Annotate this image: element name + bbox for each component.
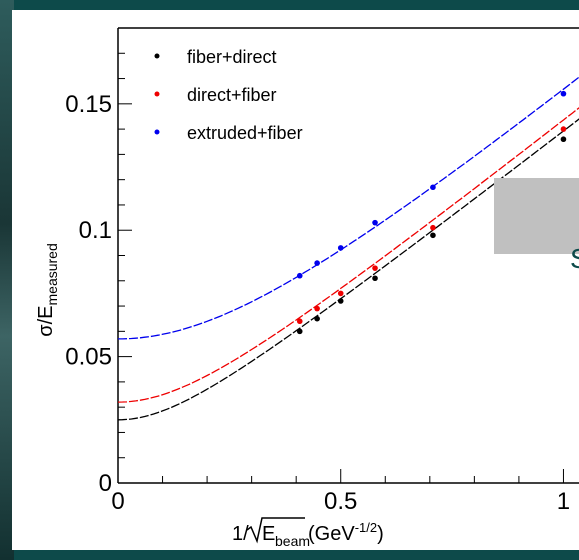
x-axis-label-unit-open: (GeV (308, 523, 355, 545)
data-point-fiber+direct (372, 275, 378, 282)
y-tick-label: 0.05 (65, 344, 112, 371)
x-tick-label: 1 (557, 488, 570, 515)
y-axis-label-sub: measured (44, 243, 60, 305)
data-point-direct+fiber (337, 290, 344, 297)
data-point-extruded+fiber (430, 184, 436, 191)
data-point-direct+fiber (560, 126, 567, 132)
y-tick-label: 0.1 (79, 217, 112, 244)
fit-curve-direct+fiber (117, 107, 579, 403)
data-point-fiber+direct (314, 315, 320, 322)
x-tick-label: 0 (111, 488, 124, 515)
legend-marker-extruded+fiber (154, 129, 160, 135)
data-point-direct+fiber (372, 265, 378, 271)
legend-marker-direct+fiber (154, 91, 160, 97)
data-point-fiber+direct (560, 136, 567, 143)
y-axis-label: σ/Emeasured (35, 243, 60, 337)
data-point-fiber+direct (337, 298, 344, 304)
y-axis-label-text: σ/Emeasured (35, 243, 60, 337)
legend-label-fiber+direct: fiber+direct (187, 47, 277, 67)
fit-curve-extruded+fiber (118, 76, 579, 340)
legend: fiber+direct direct+fiber extruded+fiber (154, 47, 303, 143)
data-points-layer (296, 90, 567, 335)
legend-marker-fiber+direct (154, 53, 160, 59)
data-point-fiber+direct (430, 232, 436, 239)
background-strip (0, 0, 14, 560)
chart-panel (12, 10, 579, 550)
data-point-extruded+fiber (296, 272, 303, 279)
x-axis-label-unit-close: ) (377, 523, 384, 545)
y-axis-label-main: σ/E (35, 306, 57, 337)
legend-label-extruded+fiber: extruded+fiber (187, 123, 303, 143)
y-tick-label: 0.15 (65, 91, 112, 118)
plot-frame-layer (117, 27, 579, 484)
overlay-label: S (570, 243, 579, 274)
data-point-direct+fiber (314, 305, 320, 312)
x-axis-label-prefix: 1/ (232, 523, 249, 545)
x-axis-label-sqrt-sub: beam (275, 533, 310, 549)
y-tick-label: 0 (99, 470, 112, 497)
x-axis-label-sqrt-body: E (262, 523, 275, 545)
overlay-box: S (494, 178, 579, 274)
x-axis-label-unit: (GeV-1/2) (308, 520, 384, 545)
data-point-extruded+fiber (560, 90, 567, 97)
x-axis-label: 1/ E beam (GeV-1/2) (232, 517, 384, 549)
data-point-extruded+fiber (372, 219, 378, 226)
tick-labels-layer: 0 0.05 0.1 0.15 0 0.5 1 (65, 91, 570, 515)
data-point-direct+fiber (296, 318, 303, 325)
x-axis-label-unit-sup: -1/2 (355, 520, 377, 535)
data-point-extruded+fiber (337, 245, 344, 251)
data-point-extruded+fiber (314, 260, 320, 266)
sqrt-sign (246, 517, 305, 544)
data-point-fiber+direct (296, 328, 303, 335)
x-tick-label: 0.5 (324, 488, 357, 515)
legend-label-direct+fiber: direct+fiber (187, 85, 277, 105)
overlay-rect (494, 178, 579, 254)
data-point-direct+fiber (430, 224, 436, 231)
